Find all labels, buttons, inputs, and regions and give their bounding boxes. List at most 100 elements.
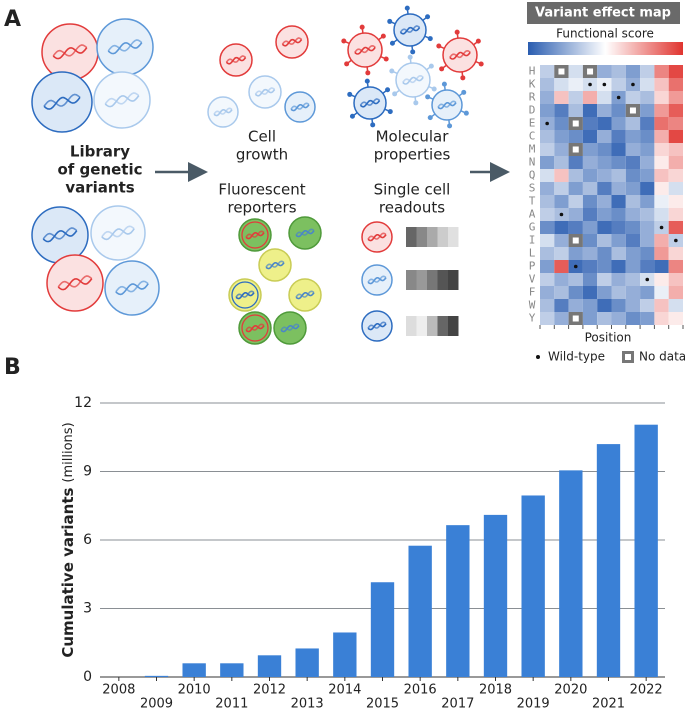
heatmap-cell <box>654 169 669 182</box>
dna <box>367 234 387 242</box>
cell <box>241 221 269 249</box>
heatmap-cell <box>654 117 669 130</box>
no-data-mark <box>572 120 579 127</box>
dna <box>359 98 381 106</box>
dna <box>235 290 255 298</box>
protein <box>427 36 433 42</box>
dna <box>399 25 421 33</box>
heatmap-cell <box>597 208 612 221</box>
heatmap-cell <box>597 169 612 182</box>
wild-type-dot <box>559 212 564 217</box>
heatmap-cell <box>668 299 683 312</box>
heatmap-cell <box>540 143 555 156</box>
heatmap-cell <box>540 234 555 247</box>
x-tick-label: 2020 <box>554 683 587 698</box>
heatmap-cell <box>625 247 641 260</box>
dna <box>295 228 315 236</box>
cell <box>284 91 316 123</box>
heatmap-cell <box>611 143 626 156</box>
dna <box>449 51 471 60</box>
heatmap-cell <box>540 260 555 273</box>
heatmap-cell <box>540 156 555 169</box>
row-label: S <box>529 182 536 195</box>
heatmap-cell <box>654 65 669 78</box>
row-label: I <box>529 234 536 247</box>
heatmap-cell <box>611 195 626 208</box>
heatmap-cell <box>654 156 669 169</box>
heatmap-cell <box>625 195 641 208</box>
dna <box>281 37 303 45</box>
row-label: W <box>529 299 536 312</box>
heatmap-cell <box>611 182 626 195</box>
heatmap-cell <box>668 104 683 117</box>
heatmap-cell <box>540 169 555 182</box>
heatmap-title: Variant effect map <box>535 6 671 21</box>
heatmap-cell <box>625 65 641 78</box>
readout <box>437 316 448 336</box>
heatmap-cell <box>568 78 583 91</box>
label: properties <box>374 146 451 164</box>
x-tick-label: 2012 <box>253 683 286 698</box>
heatmap-cell <box>668 91 683 104</box>
heatmap-cell <box>625 260 641 273</box>
heatmap-cell <box>640 130 655 143</box>
protein <box>427 115 433 121</box>
protein <box>478 61 484 67</box>
row-label: P <box>529 260 536 273</box>
y-tick-label: 0 <box>83 669 92 685</box>
dna <box>399 26 421 35</box>
cell <box>442 37 478 73</box>
bar <box>559 470 583 677</box>
bar <box>446 525 470 677</box>
protein <box>447 123 453 129</box>
row-label: F <box>529 286 536 299</box>
heatmap-cell <box>611 221 626 234</box>
protein <box>365 70 371 76</box>
cell <box>361 221 393 253</box>
heatmap-cell <box>625 182 641 195</box>
heatmap-cell <box>568 273 583 286</box>
readout <box>416 227 427 247</box>
protein <box>344 61 350 67</box>
no-data-mark <box>558 68 565 75</box>
heatmap-cell <box>625 91 641 104</box>
protein <box>385 87 391 93</box>
heatmap-cell <box>611 104 626 117</box>
color-scale <box>528 42 683 55</box>
heatmap-cell <box>582 234 598 247</box>
dna <box>367 321 387 329</box>
dna <box>402 74 424 84</box>
heatmap-cell <box>640 247 655 260</box>
dna <box>235 292 255 300</box>
bar <box>521 495 545 677</box>
protein <box>460 75 466 81</box>
dna <box>115 283 149 296</box>
readout <box>406 270 417 290</box>
heatmap-cell <box>597 104 612 117</box>
protein <box>349 113 355 119</box>
no-data-mark <box>587 68 594 75</box>
no-data-mark <box>629 107 636 114</box>
heatmap-cell <box>554 260 569 273</box>
row-label: V <box>529 273 536 286</box>
heatmap-cell <box>640 169 655 182</box>
heatmap-cell <box>668 208 683 221</box>
heatmap-cell <box>625 143 641 156</box>
heatmap-cell <box>611 299 626 312</box>
heatmap-cell <box>625 156 641 169</box>
heatmap-cell <box>625 130 641 143</box>
dna <box>367 277 387 285</box>
cell <box>104 260 160 316</box>
heatmap-cell <box>582 130 598 143</box>
no-data-mark <box>572 146 579 153</box>
heatmap-cell <box>540 273 555 286</box>
dna <box>367 323 387 331</box>
dna <box>57 275 93 288</box>
heatmap-cell <box>568 182 583 195</box>
heatmap-cell <box>625 169 641 182</box>
cell <box>31 206 89 264</box>
row-label: N <box>529 156 536 169</box>
dna <box>43 96 81 110</box>
heatmap-cell <box>568 130 583 143</box>
label: growth <box>236 146 288 164</box>
